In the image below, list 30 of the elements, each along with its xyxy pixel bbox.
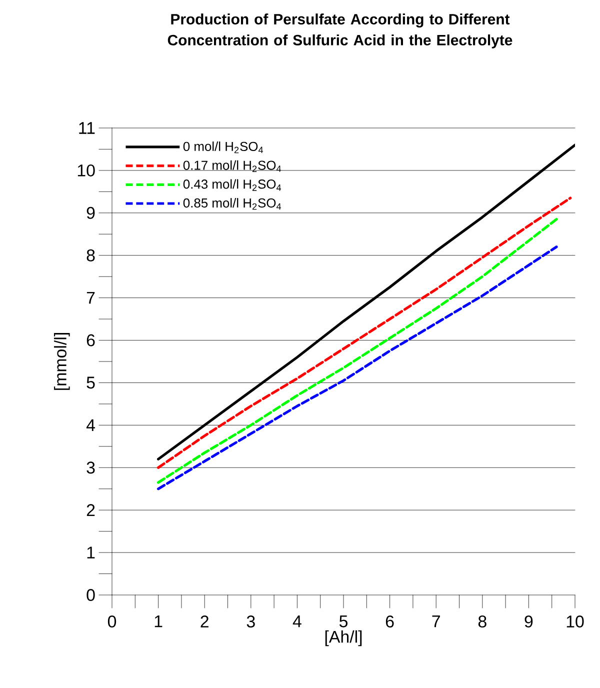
x-tick-label: 0 xyxy=(108,616,116,628)
x-axis-title: [Ah/l] xyxy=(325,630,362,646)
y-axis-title: [mmol/l] xyxy=(54,333,70,390)
legend-label: 0.17 mol/l H$_{2}$SO$_{4}$ xyxy=(183,160,282,172)
x-tick-label: 9 xyxy=(524,616,533,628)
chart-title: Production of Persulfate According to Different Concentration of Sulfuric Acid in the Electrolyte xyxy=(168,14,512,48)
y-tick-label: 1 xyxy=(87,546,95,558)
y-tick-label: 10 xyxy=(78,164,95,176)
x-tick-label: 8 xyxy=(478,616,486,628)
y-tick-label: 3 xyxy=(86,462,95,474)
x-tick-label: 4 xyxy=(292,616,302,628)
x-tick-label: 10 xyxy=(566,616,584,628)
y-tick-label: 7 xyxy=(86,292,95,304)
legend-label: 0.85 mol/l H$_{2}$SO$_{4}$ xyxy=(183,198,282,210)
x-tick-label: 5 xyxy=(339,616,348,628)
y-tick-label: 4 xyxy=(86,419,95,431)
y-tick-label: 8 xyxy=(86,249,95,262)
y-tick-label: 5 xyxy=(86,376,95,389)
y-tick-label: 2 xyxy=(86,504,95,516)
x-tick-label: 1 xyxy=(154,616,162,628)
legend-label: 0 mol/l H$_{2}$SO$_{4}$ xyxy=(183,142,264,154)
x-tick-label: 7 xyxy=(432,616,440,628)
x-tick-label: 2 xyxy=(200,616,208,628)
x-tick-label: 6 xyxy=(386,616,394,628)
legend-label: 0.43 mol/l H$_{2}$SO$_{4}$ xyxy=(183,179,282,191)
y-tick-label: 0 xyxy=(86,588,95,601)
y-tick-label: 6 xyxy=(86,334,95,346)
y-tick-label: 9 xyxy=(86,206,95,219)
x-tick-label: 3 xyxy=(246,616,255,628)
y-tick-label: 11 xyxy=(79,122,95,134)
